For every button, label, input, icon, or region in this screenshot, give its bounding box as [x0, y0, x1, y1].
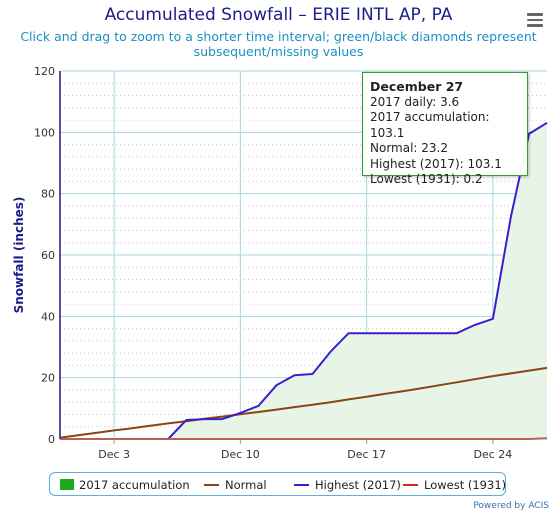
tooltip-line-accumulation: 2017 accumulation: 103.1	[370, 110, 490, 140]
tooltip-line-lowest: Lowest (1931): 0.2	[370, 172, 483, 186]
y-tick-label: 40	[41, 310, 55, 323]
x-tick-label: Dec 10	[221, 448, 260, 461]
tooltip-date: December 27	[370, 79, 464, 94]
tooltip-line-normal: Normal: 23.2	[370, 141, 448, 155]
y-tick-label: 0	[48, 433, 55, 446]
legend-item-highest-2017[interactable]: Highest (2017)	[294, 478, 401, 492]
x-tick-label: Dec 3	[98, 448, 130, 461]
y-tick-label: 120	[34, 65, 55, 78]
y-axis-label: Snowfall (inches)	[12, 197, 26, 314]
legend-item-normal[interactable]: Normal	[204, 478, 267, 492]
y-tick-label: 80	[41, 188, 55, 201]
y-tick-label: 20	[41, 372, 55, 385]
credits-link[interactable]: Powered by ACIS	[473, 501, 549, 511]
legend-swatch-lowest-1931	[403, 484, 418, 486]
legend-label-normal: Normal	[225, 478, 267, 492]
legend-item-2017-accumulation[interactable]: 2017 accumulation	[60, 478, 190, 492]
tooltip-line-highest: Highest (2017): 103.1	[370, 156, 502, 171]
legend-swatch-highest-2017	[294, 484, 309, 486]
tooltip-line-daily: 2017 daily: 3.6	[370, 94, 460, 109]
legend-label-lowest-1931: Lowest (1931)	[424, 478, 507, 492]
legend-item-lowest-1931[interactable]: Lowest (1931)	[403, 478, 506, 492]
series-area-2017-accumulation	[60, 122, 547, 440]
x-tick-label: Dec 24	[473, 448, 512, 461]
legend-label-highest-2017: Highest (2017)	[315, 478, 401, 492]
y-tick-label: 100	[34, 126, 55, 139]
legend-label-2017-accumulation: 2017 accumulation	[79, 478, 190, 492]
hamburger-menu-icon[interactable]	[527, 13, 543, 27]
x-tick-label: Dec 17	[347, 448, 386, 461]
chart-subtitle: Click and drag to zoom to a shorter time…	[20, 29, 537, 59]
chart-title: Accumulated Snowfall – ERIE INTL AP, PA	[104, 5, 453, 25]
chart-legend: 2017 accumulation Normal Highest (2017) …	[49, 472, 506, 496]
legend-swatch-normal	[204, 484, 219, 486]
y-tick-label: 60	[41, 249, 55, 262]
data-tooltip: December 27 2017 daily: 3.6 2017 accumul…	[362, 72, 528, 186]
legend-swatch-2017-accumulation	[60, 479, 74, 490]
series-line-normal	[59, 366, 548, 439]
